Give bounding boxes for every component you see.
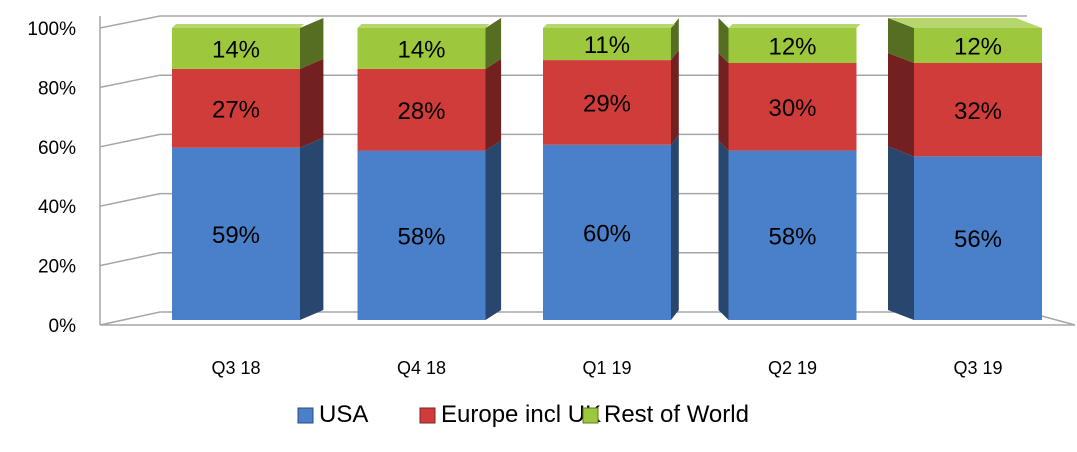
x-tick-label: Q4 18 [397,358,446,378]
bar-segment-europe-incl-uk [914,63,1042,157]
data-label: 14% [212,36,260,63]
y-tick-label: 0% [49,316,77,337]
bar-stack-q3-19: 56% 32% 12% [888,18,1042,320]
bar-top-face [172,24,304,28]
data-label: 29% [583,91,631,118]
data-label: 28% [397,98,445,125]
bar-side-face [671,18,679,61]
bar-segment-europe-incl-uk [728,63,857,151]
x-tick-label: Q2 19 [768,358,817,378]
y-axis-tick-labels: 0% 20% 40% 60% 80% 100% [27,19,76,337]
bar-side-face [485,58,502,151]
bar-segment-rest-of-world [172,28,300,69]
bar-top-face [888,18,1042,28]
y-tick-label: 60% [38,138,76,159]
data-label: 12% [954,34,1002,61]
x-tick-label: Q1 19 [582,358,631,378]
legend-label: Rest of World [604,401,749,428]
data-label: 58% [768,223,816,250]
data-label: 11% [584,32,630,59]
bar-segment-rest-of-world [914,28,1042,63]
bar-side-face [888,146,914,320]
bar-side-face [300,18,324,69]
bar-segment-europe-incl-uk [357,68,486,151]
bar-top-face [728,24,861,28]
bar-stack-q3-18: 59% 27% 14% [172,18,324,320]
data-label: 56% [954,226,1002,253]
legend-label: USA [319,401,368,428]
bar-side-face [671,50,679,145]
bar-side-face [718,53,729,151]
legend-label: Europe incl UK [441,401,601,428]
legend-item-europe-incl-uk: Europe incl UK [419,401,601,428]
bar-side-face [485,140,502,320]
bar-segment-usa [357,150,486,320]
data-label: 27% [212,96,260,123]
legend-swatch [297,407,314,424]
bar-segment-europe-incl-uk [172,68,300,148]
data-label: 59% [212,222,260,249]
y-tick-label: 40% [38,197,76,218]
bar-segment-rest-of-world [357,28,486,69]
bar-segment-rest-of-world [728,28,857,63]
legend-item-usa: USA [297,401,368,428]
bar-side-face [300,137,324,320]
bar-segment-usa [543,144,671,320]
y-tick-label: 100% [27,19,76,40]
bar-stack-q1-19: 60% 29% 11% [543,18,679,320]
data-label: 60% [583,220,631,247]
bar-top-face [357,24,490,28]
bar-side-face [888,18,914,64]
bar-side-face [718,18,729,64]
data-label: 12% [768,34,816,61]
x-tick-label: Q3 19 [953,358,1002,378]
y-tick-label: 80% [38,78,76,99]
bar-segment-usa [172,147,300,320]
bar-side-face [671,134,679,320]
bar-segment-rest-of-world [543,28,671,61]
gridline [99,15,1027,29]
bar-segment-usa [914,156,1042,320]
bar-side-face [718,140,729,320]
y-tick-label: 20% [38,257,76,278]
bar-side-face [888,53,914,157]
data-label: 32% [954,98,1002,125]
bar-stack-q2-19: 58% 30% 12% [718,18,861,320]
gridlines [99,15,1027,267]
x-axis-tick-labels: Q3 18 Q4 18 Q1 19 Q2 19 Q3 19 [211,358,1002,378]
bar-side-face [300,58,324,148]
data-label: 58% [397,223,445,250]
bar-segment-europe-incl-uk [543,60,671,145]
bar-top-face [543,24,675,28]
legend-swatch [419,407,436,424]
bar-side-face [485,18,502,69]
data-label: 30% [768,95,816,122]
x-tick-label: Q3 18 [211,358,260,378]
legend: USA Europe incl UK Rest of World [297,401,749,428]
bar-stack-q4-18: 58% 28% 14% [357,18,502,320]
bars: 59% 27% 14% 58% 28% 14% 60% 29% 11% 58% 30% 12% 56% 3… [172,18,1042,320]
data-label: 14% [397,36,445,63]
bar-segment-usa [728,150,857,320]
legend-swatch [582,407,599,424]
legend-item-rest-of-world: Rest of World [582,401,749,428]
